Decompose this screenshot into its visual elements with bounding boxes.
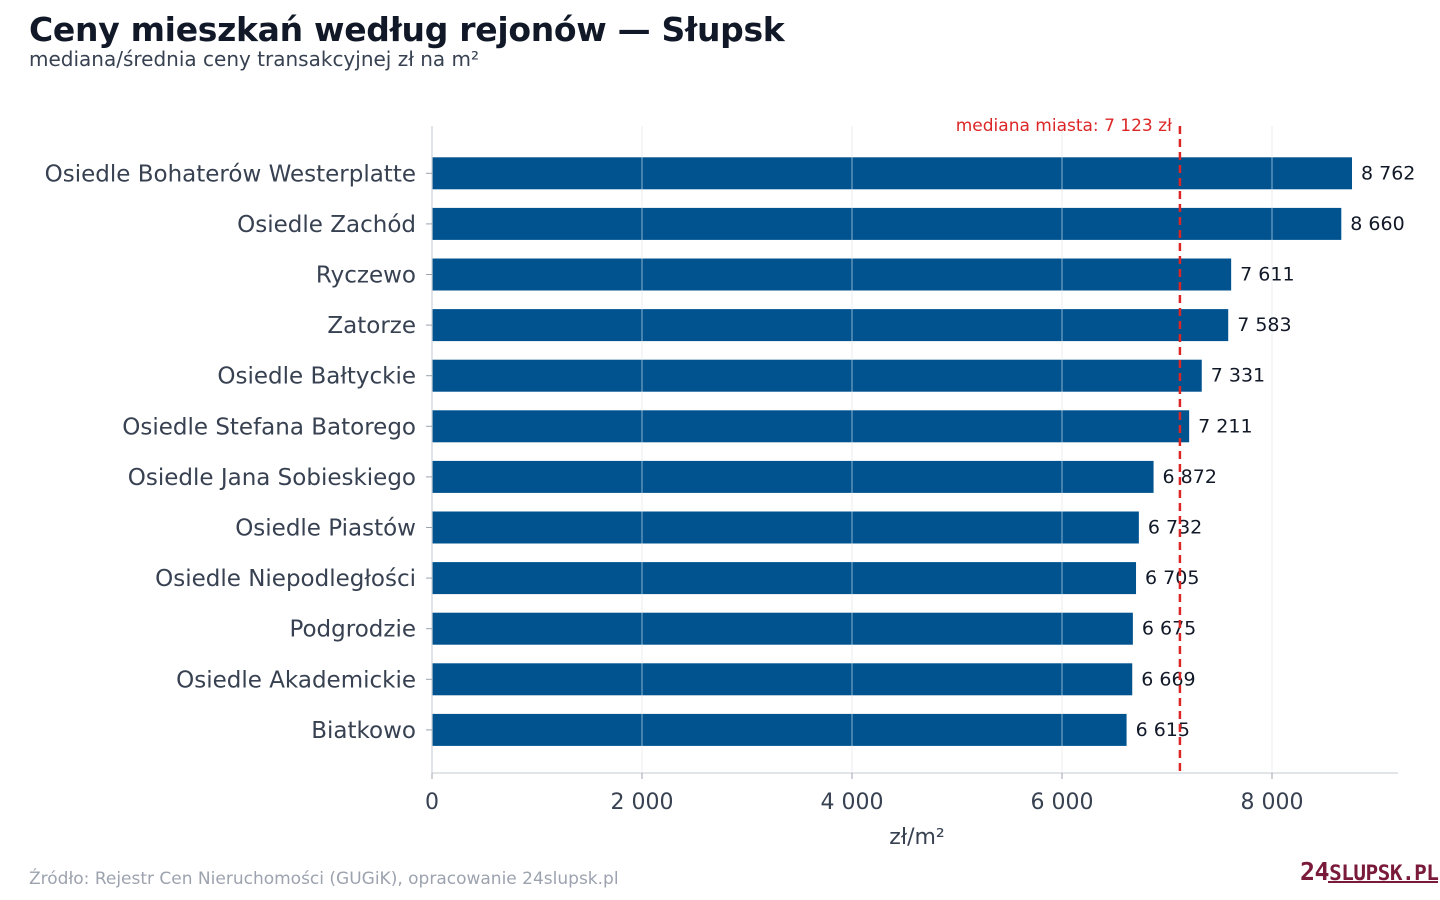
value-label: 7 331 <box>1211 365 1265 387</box>
value-label: 7 211 <box>1198 415 1252 437</box>
bar <box>432 663 1133 696</box>
value-label: 6 872 <box>1163 466 1217 488</box>
source-note: Źródło: Rejestr Cen Nieruchomości (GUGiK… <box>29 869 619 889</box>
bar <box>432 612 1133 645</box>
logo-number: 24 <box>1300 857 1330 886</box>
value-label: 7 611 <box>1240 264 1294 286</box>
chart-subtitle: mediana/średnia ceny transakcyjnej zł na… <box>29 47 480 71</box>
category-label: Zatorze <box>327 313 416 339</box>
bar <box>432 157 1353 190</box>
brand-logo: 24SLUPSK.PL <box>1300 857 1439 886</box>
category-label: Osiedle Zachód <box>237 212 416 238</box>
bar <box>432 562 1137 595</box>
category-label: Biatkowo <box>311 718 416 744</box>
bar <box>432 309 1229 342</box>
value-label: 6 705 <box>1145 567 1199 589</box>
x-tick-label: 0 <box>425 790 439 815</box>
bar <box>432 410 1190 443</box>
category-label: Osiedle Niepodległości <box>155 566 416 592</box>
bar <box>432 207 1342 240</box>
value-label: 6 615 <box>1136 719 1190 741</box>
bar <box>432 511 1139 544</box>
x-tick-label: 4 000 <box>821 790 884 815</box>
x-tick-label: 6 000 <box>1031 790 1094 815</box>
value-label: 7 583 <box>1237 314 1291 336</box>
bar <box>432 713 1127 746</box>
bar <box>432 359 1202 392</box>
category-label: Osiedle Piastów <box>235 516 416 542</box>
category-label: Osiedle Bałtyckie <box>217 364 416 390</box>
bar <box>432 258 1232 291</box>
value-label: 6 675 <box>1142 618 1196 640</box>
category-label: Osiedle Stefana Batorego <box>122 414 416 440</box>
x-tick-label: 2 000 <box>611 790 674 815</box>
category-label: Osiedle Akademickie <box>176 667 416 693</box>
median-label: mediana miasta: 7 123 zł <box>956 116 1172 136</box>
category-label: Podgrodzie <box>289 617 416 643</box>
value-label: 6 732 <box>1148 517 1202 539</box>
x-tick-label: 8 000 <box>1241 790 1304 815</box>
value-label: 8 660 <box>1350 213 1404 235</box>
bar <box>432 460 1154 493</box>
value-label: 6 669 <box>1141 668 1195 690</box>
x-axis-label: zł/m² <box>889 825 944 850</box>
chart-title: Ceny mieszkań według rejonów — Słupsk <box>29 10 785 49</box>
category-label: Osiedle Jana Sobieskiego <box>128 465 416 491</box>
category-label: Osiedle Bohaterów Westerplatte <box>45 161 416 187</box>
category-label: Ryczewo <box>316 263 416 289</box>
value-label: 8 762 <box>1361 162 1415 184</box>
